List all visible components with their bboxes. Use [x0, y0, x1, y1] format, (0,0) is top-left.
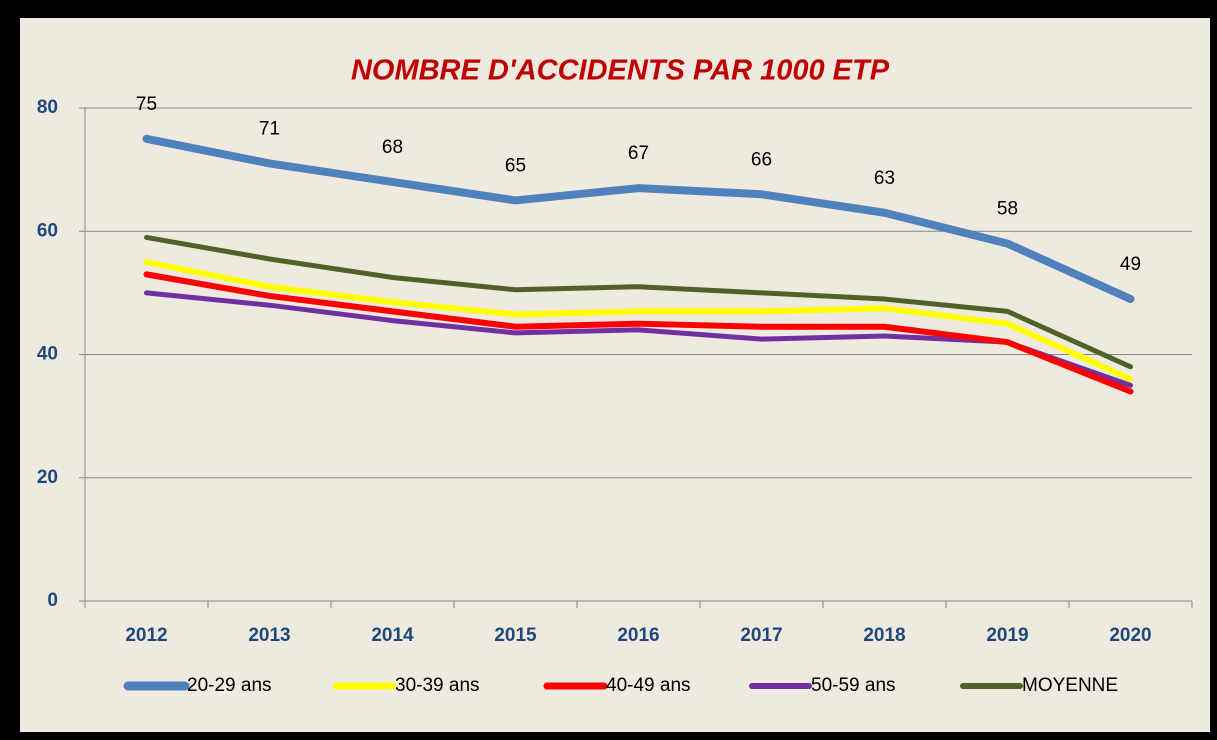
- data-label: 58: [997, 199, 1018, 220]
- series-line: [142, 134, 1135, 304]
- legend-label: 50-59 ans: [811, 675, 896, 696]
- y-tick-label: 20: [37, 467, 58, 488]
- x-tick-label: 2018: [863, 625, 905, 646]
- y-tick-label: 60: [37, 220, 58, 241]
- x-tick-label: 2017: [740, 625, 782, 646]
- x-tick-label: 2014: [371, 625, 414, 646]
- legend-label: MOYENNE: [1022, 675, 1118, 696]
- x-tick-label: 2019: [986, 625, 1028, 646]
- x-tick-label: 2012: [125, 625, 167, 646]
- series-line: [144, 234, 1133, 370]
- data-label: 65: [505, 155, 526, 176]
- legend-label: 20-29 ans: [187, 675, 272, 696]
- series-line: [143, 259, 1134, 383]
- chart-title: NOMBRE D'ACCIDENTS PAR 1000 ETP: [351, 55, 890, 87]
- x-tick-label: 2015: [494, 625, 537, 646]
- data-label: 63: [874, 168, 895, 189]
- data-label: 75: [136, 94, 157, 115]
- y-tick-label: 40: [37, 344, 58, 365]
- x-tick-label: 2016: [617, 625, 659, 646]
- y-tick-label: 80: [37, 97, 58, 118]
- y-tick-label: 0: [47, 590, 58, 611]
- x-tick-label: 2013: [248, 625, 290, 646]
- legend-label: 30-39 ans: [395, 675, 480, 696]
- series-line: [143, 271, 1134, 395]
- legend-label: 40-49 ans: [606, 675, 691, 696]
- data-label: 66: [751, 149, 772, 170]
- chart-background: [20, 18, 1210, 732]
- series-line: [144, 290, 1133, 388]
- data-label: 68: [382, 137, 403, 158]
- data-label: 49: [1120, 254, 1141, 275]
- data-label: 71: [259, 118, 280, 139]
- x-tick-label: 2020: [1109, 625, 1151, 646]
- data-label: 67: [628, 143, 649, 164]
